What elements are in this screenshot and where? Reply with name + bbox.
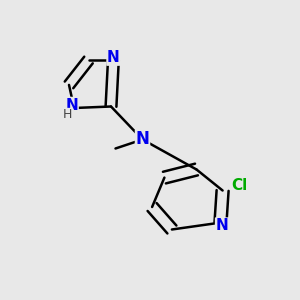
Text: N: N [216, 218, 228, 233]
Text: H: H [63, 108, 72, 121]
Text: Cl: Cl [231, 178, 247, 194]
Text: N: N [136, 130, 149, 148]
Text: N: N [107, 50, 120, 65]
Text: N: N [65, 98, 78, 112]
